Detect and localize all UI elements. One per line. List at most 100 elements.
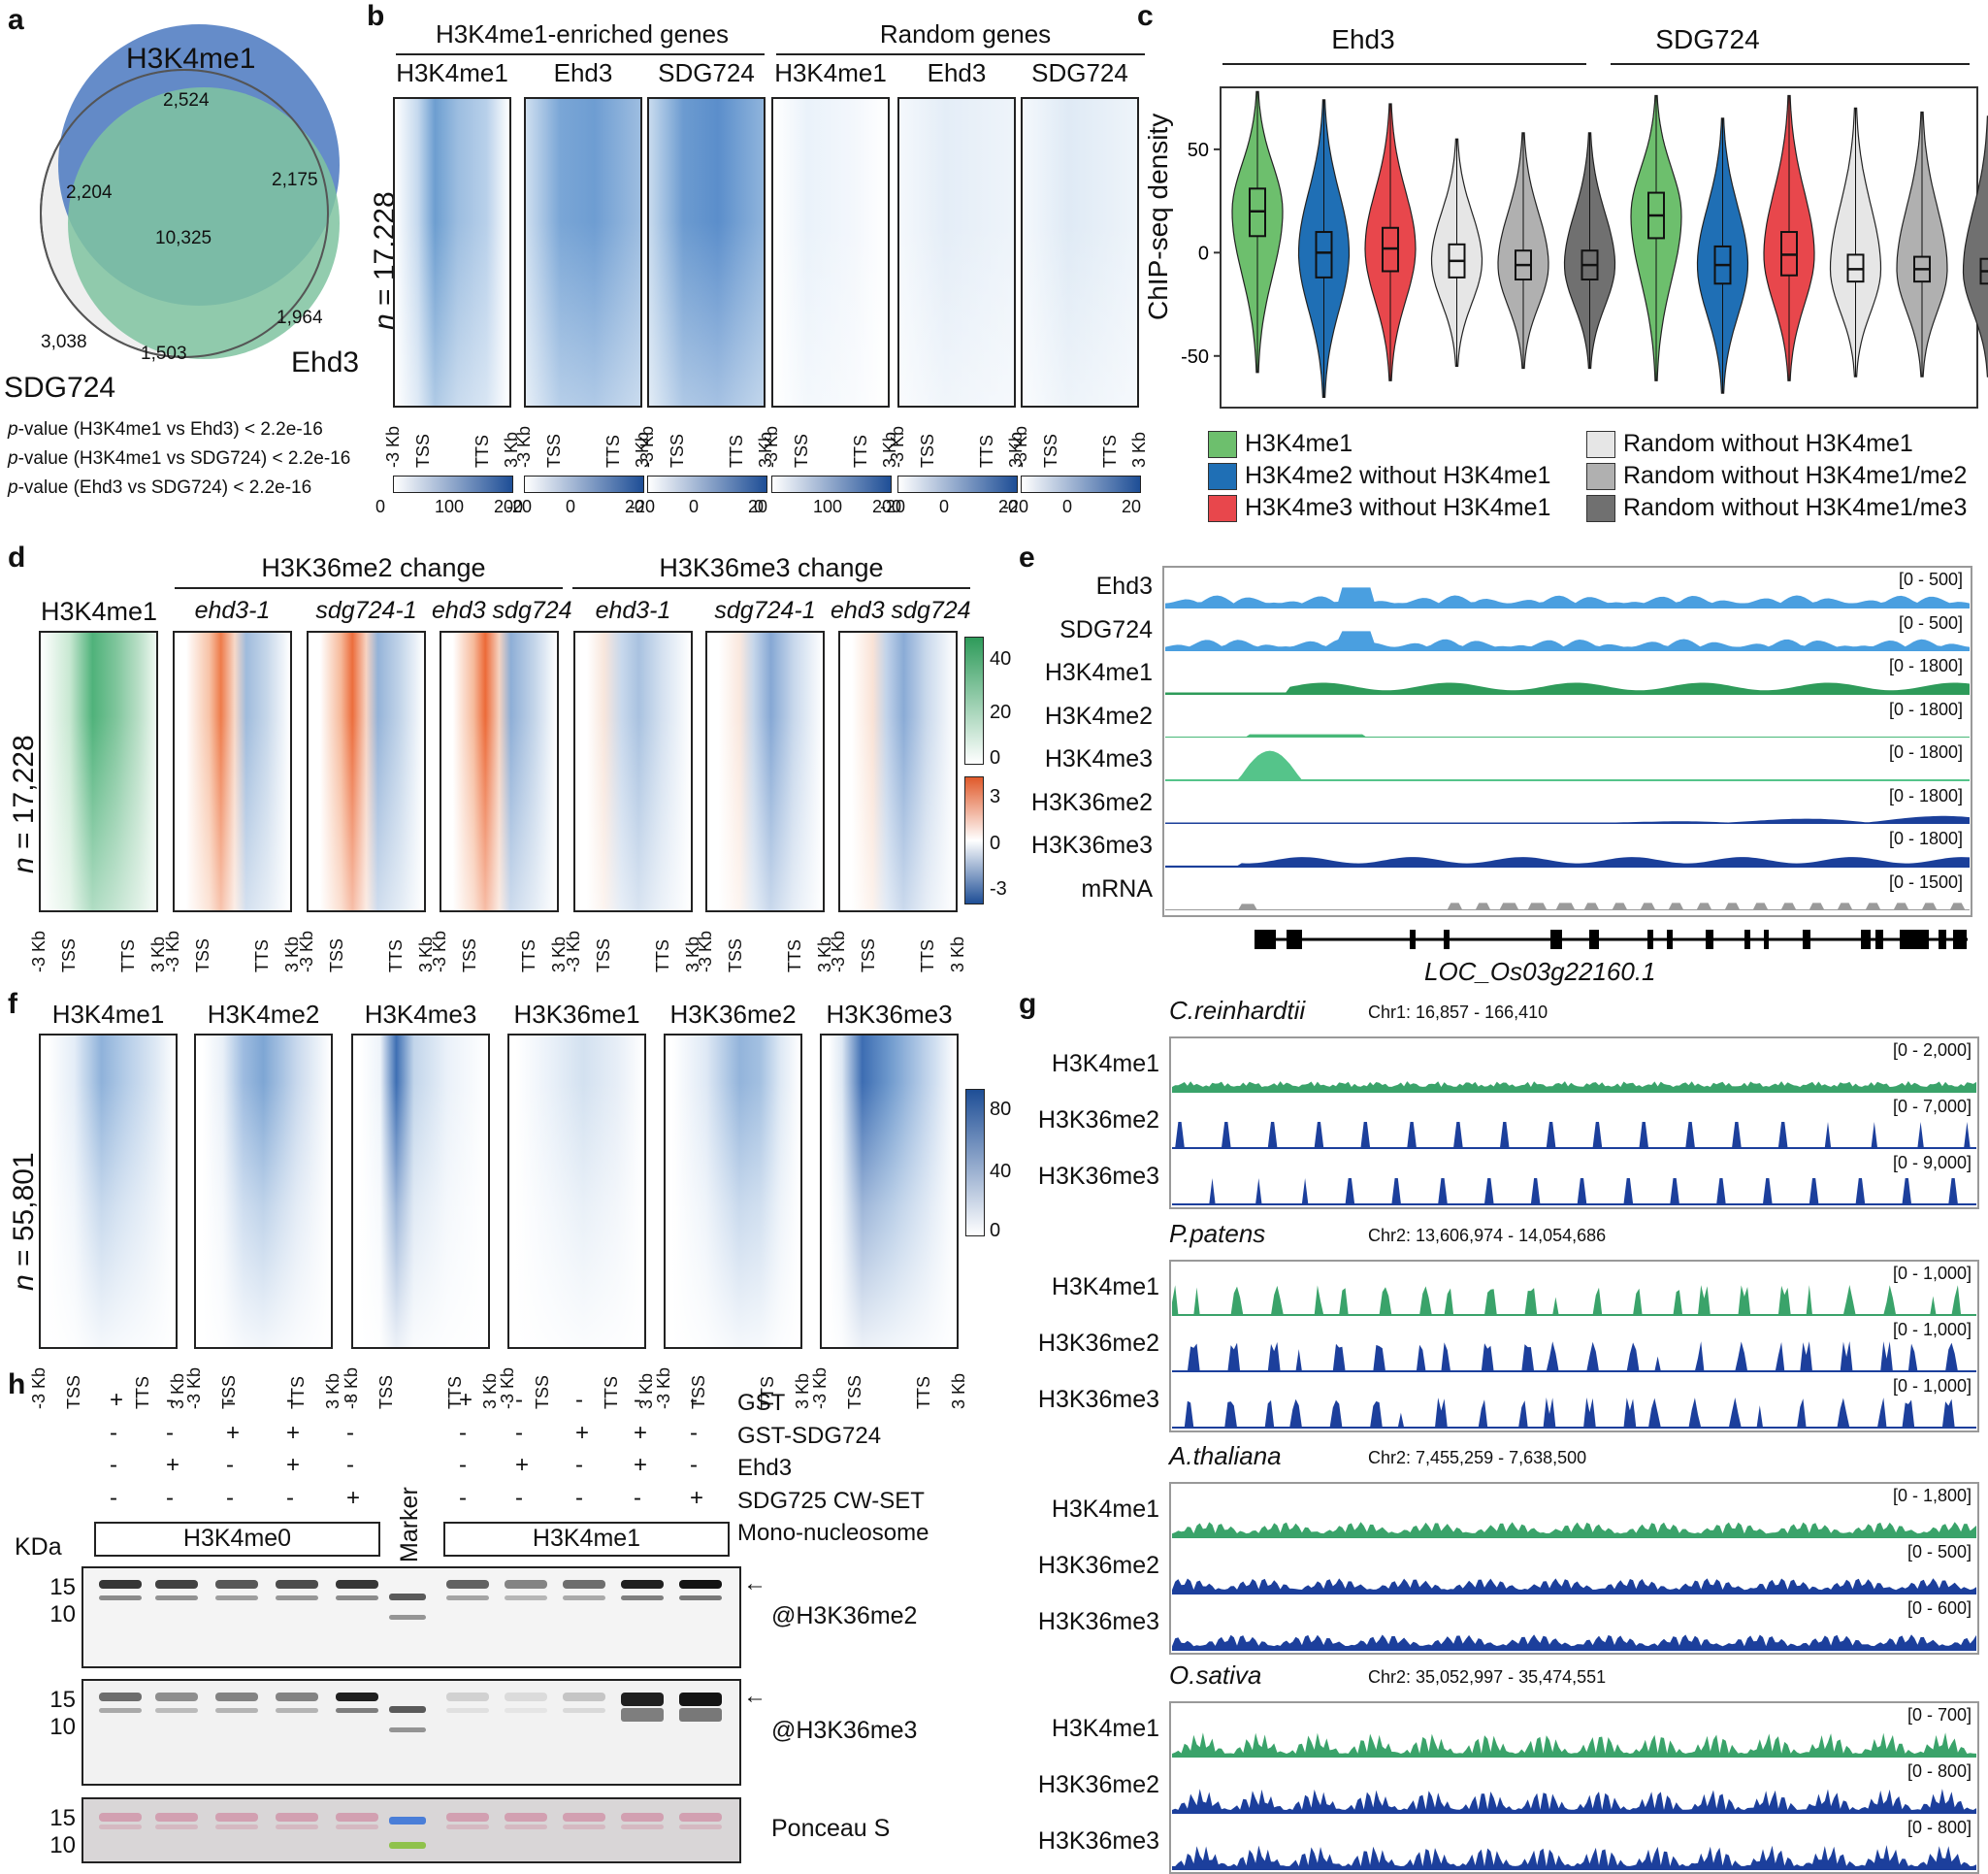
h-sign: -: [575, 1452, 583, 1479]
b-colorbar-tick: 0: [375, 497, 385, 517]
h-band: [679, 1825, 722, 1829]
x-tick-label: TTS: [918, 939, 938, 972]
f-heatmap: [664, 1034, 802, 1349]
f-heatmap: [39, 1034, 178, 1349]
h-band: [276, 1708, 318, 1713]
x-tick-label: -3 Kb: [29, 931, 49, 972]
h-band: [215, 1693, 258, 1701]
c-legend-item: Random without H3K4me1: [1586, 430, 1913, 458]
gene-exon: [1875, 930, 1883, 949]
e-track-label: H3K4me1: [983, 659, 1153, 687]
h-band: [563, 1708, 605, 1713]
x-tick-label: TTS: [1100, 435, 1121, 468]
pvalue-line-3: p-value (Ehd3 vs SDG724) < 2.2e-16: [8, 477, 311, 499]
b-colorbar: [771, 476, 892, 493]
b-colorbar-tick: -20: [880, 497, 905, 517]
gene-exon: [1589, 930, 1599, 949]
e-track-signal: [1165, 743, 1970, 781]
h-band: [99, 1813, 142, 1822]
x-tick-label: -3 Kb: [383, 426, 404, 468]
x-tick-label: TTS: [519, 939, 539, 972]
h-band: [276, 1693, 318, 1701]
legend-swatch: [1586, 495, 1615, 522]
d-heatmap: [307, 631, 426, 912]
d-n-label: n = 17,228: [8, 735, 41, 873]
x-tick-label: TSS: [59, 938, 80, 972]
h-sign: -: [459, 1485, 467, 1512]
d-change3-title: H3K36me3 change: [611, 553, 931, 583]
h-marker-label: Marker: [396, 1487, 424, 1562]
h-blot: [81, 1797, 741, 1863]
f-col-title: H3K4me1: [34, 1000, 182, 1030]
gene-exon: [1803, 930, 1810, 949]
e-gene-model: [1162, 925, 1972, 954]
f-col-title: H3K36me1: [503, 1000, 651, 1030]
g-track-signal: [1172, 1761, 1976, 1814]
h-sign: -: [575, 1485, 583, 1512]
d-heatmap: [573, 631, 693, 912]
x-tick-label: -3 Kb: [696, 931, 716, 972]
venn-count: 2,175: [272, 170, 318, 191]
e-track-signal: [1165, 571, 1970, 608]
h-sign: +: [346, 1485, 360, 1512]
d-green-colorbar: [964, 637, 984, 765]
b-col-title: H3K4me1: [393, 58, 511, 88]
b-col-title: H3K4me1: [771, 58, 890, 88]
h-row-label: Mono-nucleosome: [737, 1520, 929, 1547]
h-band: [621, 1693, 664, 1706]
h-band: [155, 1580, 198, 1589]
f-n-label: n = 55,801: [8, 1152, 41, 1291]
h-band: [563, 1825, 605, 1829]
d-heatmap: [39, 631, 158, 912]
h-sign: -: [110, 1485, 117, 1512]
d-first-title: H3K4me1: [41, 597, 157, 627]
h-marker-band: [389, 1727, 426, 1732]
g-track-signal: [1172, 1376, 1976, 1429]
h-band: [679, 1693, 722, 1706]
g-species-name: P.patens: [1169, 1219, 1265, 1249]
h-mw-label: 10: [8, 1832, 76, 1859]
h-sign: -: [286, 1485, 294, 1512]
b-heatmap: [897, 97, 1016, 408]
b-colorbar-tick: 0: [566, 497, 575, 517]
x-tick-label: 3 Kb: [1129, 432, 1150, 468]
x-tick-label: TTS: [252, 939, 273, 972]
g-track-signal: [1172, 1040, 1976, 1093]
x-tick-label: 3 Kb: [949, 1373, 969, 1409]
h-band: [505, 1813, 547, 1822]
g-track-label: H3K4me1: [975, 1050, 1159, 1078]
panel-label-b: b: [367, 0, 384, 33]
g-track-area: [1172, 1178, 1976, 1205]
panel-label-c: c: [1137, 0, 1154, 33]
c-legend-item: Random without H3K4me1/me3: [1586, 494, 1967, 522]
g-track-label: H3K4me1: [975, 1715, 1159, 1743]
x-tick-label: -3 Kb: [297, 931, 317, 972]
e-track-signal: [1165, 614, 1970, 652]
h-band: [621, 1595, 664, 1600]
gene-exon: [1744, 930, 1750, 949]
h-band: [563, 1580, 605, 1589]
h-band: [155, 1813, 198, 1822]
b-colorbar-tick: 0: [1062, 497, 1072, 517]
violin-shape: [1964, 116, 1988, 377]
h-band: [155, 1825, 198, 1829]
h-band: [446, 1813, 489, 1822]
e-gene-name: LOC_Os03g22160.1: [1424, 957, 1656, 987]
h-sign: +: [690, 1485, 703, 1512]
g-track-area: [1172, 1122, 1976, 1149]
x-tick-label: TSS: [859, 938, 879, 972]
f-heatmap: [351, 1034, 490, 1349]
b-col-title: SDG724: [1021, 58, 1139, 88]
e-track-area: [1165, 857, 1970, 867]
h-band: [215, 1813, 258, 1822]
gene-exon: [1861, 930, 1871, 949]
h-marker-band: [389, 1706, 426, 1713]
c-legend-item: Random without H3K4me1/me2: [1586, 462, 1967, 490]
h-band: [505, 1580, 547, 1589]
h-band: [99, 1825, 142, 1829]
e-track-label: H3K36me3: [983, 832, 1153, 860]
f-col-title: H3K4me2: [189, 1000, 338, 1030]
b-heatmap: [1021, 97, 1139, 408]
h-row-label: SDG725 CW-SET: [737, 1488, 925, 1515]
venn-label-h3k4me1: H3K4me1: [126, 43, 255, 76]
